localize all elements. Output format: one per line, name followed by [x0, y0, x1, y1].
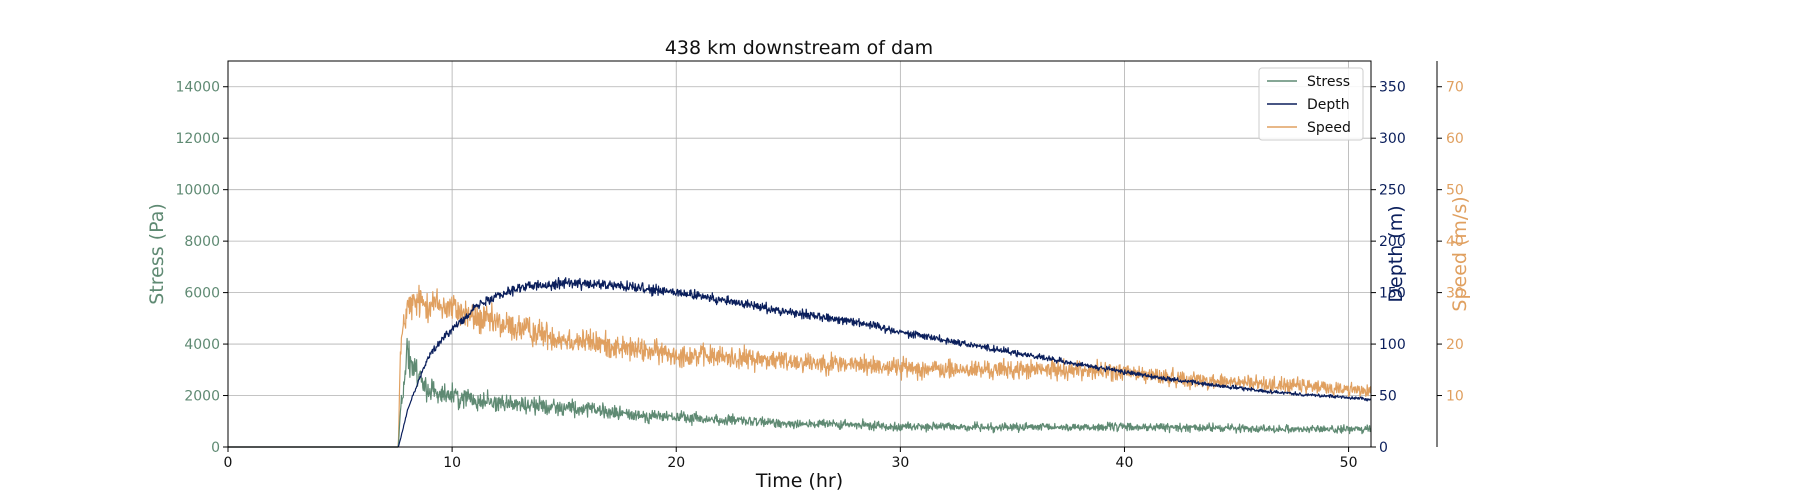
speed-tick-label: 10: [1446, 389, 1464, 405]
speed-axis-label: Speed (m/s): [1449, 196, 1471, 311]
speed-tick-label: 40: [1446, 234, 1464, 250]
legend-label-speed: Speed: [1307, 120, 1351, 136]
stress-tick-label: 2000: [184, 389, 220, 405]
stress-axis-label: Stress (Pa): [146, 203, 168, 305]
legend-label-depth: Depth: [1307, 97, 1350, 113]
series-line-speed: [227, 284, 1372, 448]
depth-tick-label: 200: [1379, 234, 1406, 250]
depth-tick-label: 0: [1379, 440, 1388, 456]
plot-frame: [227, 60, 1372, 448]
legend-box: [1258, 67, 1364, 141]
speed-tick-label: 60: [1446, 131, 1464, 147]
x-tick-label: 0: [224, 455, 233, 471]
depth-tick-label: 250: [1379, 183, 1406, 199]
stress-tick-label: 12000: [175, 131, 220, 147]
speed-tick-label: 20: [1446, 337, 1464, 353]
x-tick-label: 40: [1116, 455, 1134, 471]
depth-tick-label: 300: [1379, 131, 1406, 147]
stress-tick-label: 8000: [184, 234, 220, 250]
x-tick-label: 10: [443, 455, 461, 471]
series-speed: [227, 284, 1372, 448]
speed-tick-label: 50: [1446, 183, 1464, 199]
depth-tick-label: 100: [1379, 337, 1406, 353]
stress-tick-label: 10000: [175, 183, 220, 199]
stress-tick-label: 0: [211, 440, 220, 456]
chart-title: 438 km downstream of dam: [665, 37, 933, 59]
stress-tick-label: 4000: [184, 337, 220, 353]
depth-tick-label: 50: [1379, 389, 1397, 405]
depth-axis-label: Depth (m): [1385, 205, 1407, 302]
x-tick-label: 50: [1340, 455, 1358, 471]
depth-tick-label: 350: [1379, 80, 1406, 96]
x-axis-label: Time (hr): [755, 470, 843, 492]
stress-tick-label: 14000: [175, 80, 220, 96]
series-line-depth: [227, 277, 1372, 448]
depth-tick-label: 150: [1379, 286, 1406, 302]
legend-label-stress: Stress: [1307, 74, 1350, 90]
series-depth: [227, 277, 1372, 448]
series-layer: [227, 277, 1372, 448]
stress-tick-label: 6000: [184, 286, 220, 302]
x-tick-label: 30: [891, 455, 909, 471]
speed-tick-label: 30: [1446, 286, 1464, 302]
legend: Stress Depth Speed: [1258, 67, 1364, 141]
x-tick-label: 20: [667, 455, 685, 471]
speed-tick-label: 70: [1446, 80, 1464, 96]
